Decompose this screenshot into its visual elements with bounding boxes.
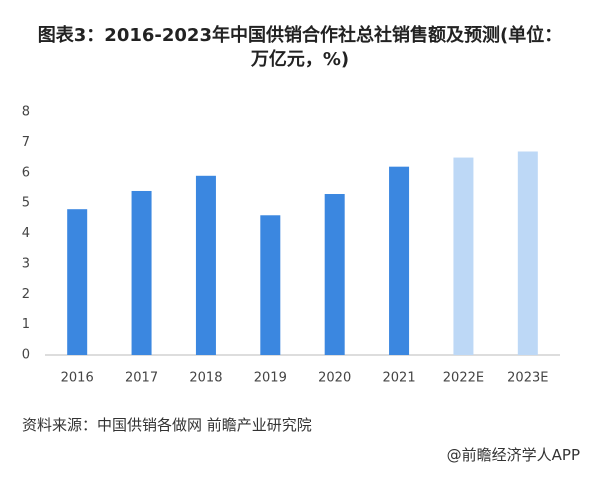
bar <box>131 190 152 355</box>
bar <box>67 209 88 355</box>
x-tick-label: 2018 <box>189 371 222 386</box>
x-tick-label: 2017 <box>125 371 158 386</box>
y-tick-label: 4 <box>22 226 30 241</box>
y-tick-label: 8 <box>22 105 30 120</box>
y-tick-label: 3 <box>22 256 30 271</box>
bar <box>324 194 345 355</box>
y-tick-label: 0 <box>22 348 30 363</box>
bar <box>453 157 474 355</box>
bar <box>517 151 538 355</box>
footer: @前瞻经济学人APP <box>446 446 580 464</box>
bar <box>260 215 281 355</box>
y-tick-label: 7 <box>22 135 30 150</box>
x-tick-label: 2021 <box>383 371 416 386</box>
source-note: 资料来源：中国供销各做网 前瞻产业研究院 <box>22 416 312 434</box>
x-tick-label: 2022E <box>443 371 484 386</box>
y-tick-label: 2 <box>22 287 30 302</box>
bar <box>389 166 410 355</box>
y-tick-label: 5 <box>22 196 30 211</box>
x-tick-label: 2023E <box>507 371 548 386</box>
y-tick-label: 6 <box>22 165 30 180</box>
y-tick-label: 1 <box>22 317 30 332</box>
chart-title: 图表3：2016-2023年中国供销合作社总社销售额及预测(单位：万亿元，%) <box>37 25 563 70</box>
bar <box>195 175 216 355</box>
x-tick-label: 2019 <box>254 371 287 386</box>
x-tick-label: 2016 <box>61 371 94 386</box>
x-tick-label: 2020 <box>318 371 351 386</box>
chart: 0 1 2 3 4 5 6 7 8 2016 2017 2018 2019 2020 2021 2022E 20… <box>22 105 560 386</box>
